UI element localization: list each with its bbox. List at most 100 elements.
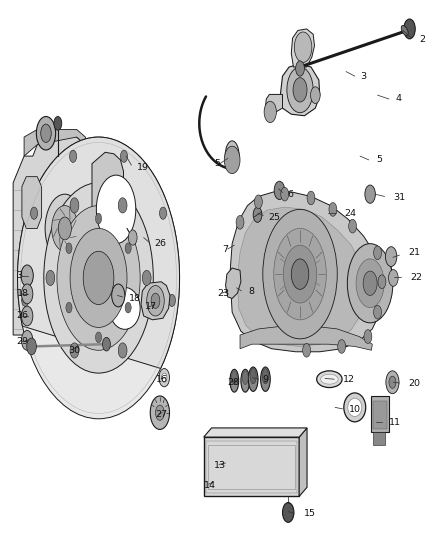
Polygon shape — [299, 428, 307, 496]
Text: 25: 25 — [268, 213, 280, 222]
Circle shape — [159, 207, 166, 219]
Bar — [373, 432, 385, 446]
Text: 21: 21 — [408, 248, 420, 257]
Text: 16: 16 — [155, 375, 167, 384]
Circle shape — [365, 185, 375, 203]
Circle shape — [404, 19, 415, 39]
Text: 3: 3 — [17, 271, 23, 280]
Circle shape — [70, 343, 79, 358]
Polygon shape — [22, 176, 42, 229]
Polygon shape — [141, 282, 170, 320]
Circle shape — [385, 247, 397, 266]
Circle shape — [264, 101, 276, 123]
Circle shape — [102, 337, 110, 351]
Circle shape — [389, 270, 398, 286]
Circle shape — [21, 330, 33, 350]
Text: 7: 7 — [223, 245, 229, 254]
Circle shape — [83, 251, 114, 304]
Circle shape — [294, 32, 312, 62]
Circle shape — [155, 405, 164, 421]
Text: 20: 20 — [408, 379, 420, 388]
Text: 31: 31 — [393, 193, 405, 203]
Bar — [208, 445, 295, 489]
Circle shape — [364, 330, 372, 343]
Circle shape — [58, 217, 71, 240]
Circle shape — [254, 195, 262, 208]
Circle shape — [293, 78, 307, 102]
Circle shape — [54, 117, 62, 130]
Circle shape — [21, 284, 33, 304]
Circle shape — [66, 302, 72, 313]
Circle shape — [118, 343, 127, 358]
Polygon shape — [265, 94, 283, 116]
Circle shape — [224, 146, 240, 174]
Circle shape — [31, 207, 38, 219]
Ellipse shape — [321, 374, 338, 384]
Circle shape — [22, 294, 29, 306]
Circle shape — [253, 207, 262, 222]
Text: 13: 13 — [214, 462, 226, 471]
Ellipse shape — [110, 287, 140, 329]
Ellipse shape — [317, 371, 342, 387]
Circle shape — [70, 198, 79, 213]
Circle shape — [125, 243, 131, 254]
Circle shape — [95, 213, 102, 224]
Text: 17: 17 — [145, 302, 156, 311]
Bar — [206, 441, 297, 492]
Circle shape — [303, 343, 311, 357]
Text: 22: 22 — [410, 273, 422, 281]
Ellipse shape — [250, 368, 256, 384]
Circle shape — [125, 302, 131, 313]
Polygon shape — [291, 29, 314, 67]
Circle shape — [374, 305, 381, 319]
Circle shape — [168, 294, 175, 306]
Text: 12: 12 — [343, 375, 354, 384]
Circle shape — [142, 270, 151, 286]
Ellipse shape — [348, 398, 362, 416]
Ellipse shape — [344, 393, 366, 422]
Circle shape — [150, 396, 170, 430]
Ellipse shape — [241, 369, 250, 392]
Circle shape — [291, 259, 309, 289]
Circle shape — [307, 191, 315, 205]
Circle shape — [263, 209, 337, 339]
Circle shape — [57, 206, 140, 350]
Ellipse shape — [262, 368, 268, 384]
Circle shape — [147, 286, 164, 316]
Circle shape — [112, 284, 125, 307]
Circle shape — [386, 371, 399, 394]
Ellipse shape — [243, 371, 248, 384]
Polygon shape — [237, 207, 364, 346]
Circle shape — [329, 203, 337, 216]
Circle shape — [356, 259, 384, 308]
Circle shape — [349, 219, 357, 233]
Circle shape — [96, 175, 136, 244]
Circle shape — [46, 270, 55, 286]
Text: 28: 28 — [228, 378, 240, 387]
Polygon shape — [230, 192, 383, 352]
Circle shape — [374, 246, 381, 260]
Text: 3: 3 — [360, 71, 366, 80]
Circle shape — [95, 332, 102, 343]
Ellipse shape — [248, 367, 258, 391]
Text: 2: 2 — [420, 35, 426, 44]
Circle shape — [311, 87, 320, 103]
Polygon shape — [18, 137, 180, 368]
Text: 24: 24 — [345, 209, 357, 217]
Circle shape — [52, 206, 78, 251]
Circle shape — [296, 61, 304, 76]
Circle shape — [389, 376, 396, 389]
Text: 4: 4 — [395, 94, 401, 103]
Circle shape — [70, 150, 77, 163]
Circle shape — [151, 293, 160, 309]
Polygon shape — [92, 152, 124, 224]
Circle shape — [363, 271, 377, 295]
Text: 5: 5 — [215, 159, 221, 168]
Polygon shape — [24, 130, 85, 156]
Circle shape — [45, 194, 85, 263]
Circle shape — [159, 368, 170, 387]
Text: 5: 5 — [376, 156, 382, 164]
Circle shape — [41, 124, 51, 142]
Ellipse shape — [261, 367, 270, 391]
Ellipse shape — [230, 369, 239, 392]
